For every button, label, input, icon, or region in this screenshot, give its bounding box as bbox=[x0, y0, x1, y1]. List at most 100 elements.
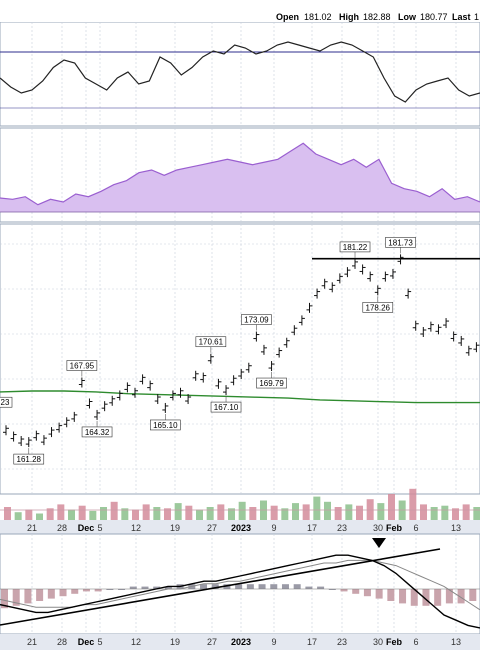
last-label: Last bbox=[452, 12, 471, 22]
price-bar bbox=[10, 431, 17, 442]
price-bar bbox=[344, 267, 351, 278]
price-label-box bbox=[150, 419, 181, 431]
price-label-box bbox=[339, 241, 371, 253]
price-bar bbox=[177, 387, 184, 398]
x-tick-label: 27 bbox=[207, 637, 217, 647]
x-tick-label: 6 bbox=[413, 637, 418, 647]
volume-bar bbox=[206, 507, 214, 520]
price-bar bbox=[238, 369, 245, 379]
macd-histogram-bar bbox=[153, 586, 161, 589]
volume-bar bbox=[164, 508, 171, 520]
macd-histogram-bar bbox=[94, 589, 102, 592]
macd-histogram-bar bbox=[387, 589, 395, 601]
volume-bar bbox=[270, 505, 278, 520]
macd-histogram-bar bbox=[200, 584, 208, 589]
macd-histogram-bar bbox=[164, 586, 172, 589]
volume-bar bbox=[462, 504, 470, 520]
price-label-high: 170.61 bbox=[195, 336, 227, 353]
price-bar bbox=[215, 378, 222, 389]
x-tick-label: Feb bbox=[386, 523, 403, 533]
volume-bar bbox=[356, 505, 363, 520]
price-bar bbox=[71, 411, 78, 422]
macd-histogram-bar bbox=[469, 589, 477, 601]
price-label-low: 164.32 bbox=[81, 420, 113, 438]
price-label-text: 181.73 bbox=[388, 238, 413, 247]
price-label-low: 178.26 bbox=[362, 296, 394, 313]
volume-bar bbox=[473, 507, 480, 520]
price-bar bbox=[25, 437, 32, 448]
date-axis-top: 21 28 Dec 5 12 19 27 2023 9 17 23 30 Feb 6 13 bbox=[0, 520, 480, 534]
price-bar bbox=[200, 372, 207, 383]
macd-histogram-bar bbox=[352, 589, 360, 594]
price-bar bbox=[33, 430, 40, 441]
price-label-high: 173.09 bbox=[241, 314, 272, 331]
price-bar bbox=[124, 382, 131, 393]
price-bar bbox=[230, 375, 237, 386]
panel-frame bbox=[0, 22, 480, 127]
price-label-low: 167.10 bbox=[210, 396, 242, 413]
volume-bar bbox=[238, 501, 246, 520]
price-label-high: 181.22 bbox=[339, 241, 371, 258]
volume-bar bbox=[25, 509, 33, 520]
price-bar bbox=[94, 409, 101, 420]
volume-bar bbox=[78, 505, 86, 520]
price-label-edge: 23 bbox=[0, 396, 13, 408]
x-tick-label: Dec bbox=[78, 523, 95, 533]
x-tick-label: 12 bbox=[131, 523, 141, 533]
macd-histogram-bar bbox=[118, 589, 126, 590]
high-value: 182.88 bbox=[363, 12, 391, 22]
macd-histogram-bar bbox=[258, 584, 266, 589]
price-bar bbox=[147, 380, 154, 391]
x-tick-label: 2023 bbox=[231, 523, 251, 533]
x-tick-label: 12 bbox=[131, 637, 141, 647]
x-tick-label: 9 bbox=[271, 523, 276, 533]
price-bar bbox=[268, 361, 275, 372]
price-bar bbox=[86, 398, 93, 409]
macd-histogram-bar bbox=[71, 589, 79, 594]
volume-bar bbox=[14, 512, 22, 520]
volume-bar bbox=[100, 507, 107, 520]
volume-bar bbox=[46, 508, 54, 520]
price-label-text: 173.09 bbox=[244, 316, 269, 325]
price-bar bbox=[473, 342, 480, 353]
x-tick-label: 9 bbox=[271, 637, 276, 647]
x-tick-label: 5 bbox=[97, 637, 102, 647]
macd-histogram-bar bbox=[106, 589, 114, 590]
macd-histogram-bar bbox=[305, 586, 313, 589]
volume-bar bbox=[121, 508, 129, 520]
price-label-box bbox=[210, 401, 242, 413]
x-tick-label: 28 bbox=[57, 637, 67, 647]
price-bar bbox=[63, 417, 70, 428]
rsi-line bbox=[0, 41, 480, 103]
price-bar bbox=[321, 278, 328, 289]
stock-chart: 161.28 167.95 164.32 165.10 170.61 167.10 173.… bbox=[0, 22, 480, 650]
x-tick-label: 30 bbox=[373, 637, 383, 647]
price-bar bbox=[40, 435, 47, 446]
price-bar bbox=[397, 254, 404, 265]
macd-histogram-bar bbox=[422, 589, 430, 606]
price-bar bbox=[18, 436, 25, 447]
volume-bar bbox=[334, 507, 342, 520]
price-bar bbox=[389, 268, 396, 279]
price-bar bbox=[207, 353, 214, 364]
macd-histogram-bar bbox=[340, 589, 348, 592]
price-label-text: 167.10 bbox=[214, 403, 239, 412]
macd-histogram-bar bbox=[36, 589, 44, 601]
macd-histogram-bar bbox=[82, 589, 90, 592]
price-label-text: 165.10 bbox=[153, 421, 178, 430]
price-label-box bbox=[385, 237, 416, 248]
date-axis-bottom: 21 28 Dec 5 12 19 27 2023 9 17 23 30 Feb 6 13 bbox=[0, 634, 480, 650]
rsi-panel bbox=[0, 22, 480, 127]
volume-bar bbox=[153, 507, 161, 520]
price-bar bbox=[260, 344, 267, 355]
price-bar bbox=[78, 377, 85, 388]
price-label-text: 164.32 bbox=[85, 428, 110, 437]
macd-histogram-bar bbox=[457, 589, 465, 604]
x-tick-label: 23 bbox=[337, 637, 347, 647]
price-label-edge-text: 23 bbox=[1, 398, 10, 407]
macd-histogram-bar bbox=[270, 584, 278, 589]
x-tick-label: 21 bbox=[27, 637, 37, 647]
price-label-text: 161.28 bbox=[17, 455, 42, 464]
price-bar bbox=[443, 318, 450, 329]
price-bar bbox=[185, 394, 192, 405]
